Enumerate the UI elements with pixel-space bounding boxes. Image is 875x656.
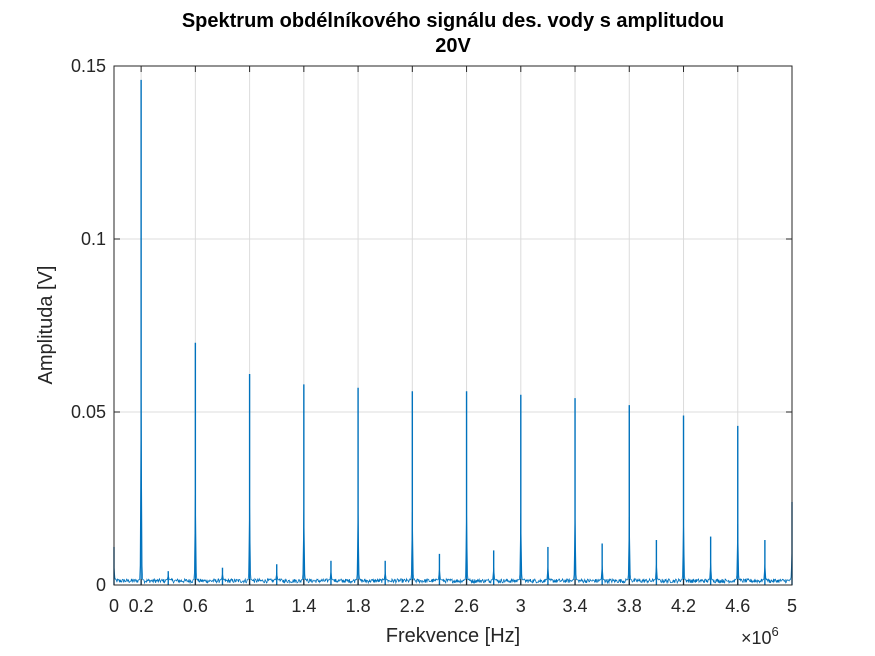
x-tick-label: 0 xyxy=(109,596,119,616)
x-tick-label: 0.6 xyxy=(183,596,208,616)
x-tick-label: 4.6 xyxy=(725,596,750,616)
x-tick-label: 3 xyxy=(516,596,526,616)
x-tick-label: 1.4 xyxy=(291,596,316,616)
x-tick-label: 3.8 xyxy=(617,596,642,616)
y-axis-label: Amplituda [V] xyxy=(35,266,57,385)
x-tick-label: 3.4 xyxy=(563,596,588,616)
y-tick-label: 0 xyxy=(96,575,106,595)
plot-frame xyxy=(113,65,793,586)
x-axis-exponent-power: 6 xyxy=(772,624,779,639)
chart-title-line1: Spektrum obdélníkového signálu des. vody… xyxy=(182,10,724,32)
x-tick-label: 0.2 xyxy=(129,596,154,616)
x-tick-label: 5 xyxy=(787,596,797,616)
x-axis-label: Frekvence [Hz] xyxy=(386,625,520,647)
x-tick-label: 2.6 xyxy=(454,596,479,616)
x-tick-label: 1.8 xyxy=(346,596,371,616)
x-axis-exponent: ×106 xyxy=(741,624,779,648)
spectrum-trace xyxy=(113,402,793,585)
x-tick-label: 4.2 xyxy=(671,596,696,616)
y-tick-label: 0.1 xyxy=(81,229,106,249)
x-tick-label: 1 xyxy=(245,596,255,616)
x-tick-label: 2.2 xyxy=(400,596,425,616)
chart-title-line2: 20V xyxy=(435,35,471,57)
y-tick-label: 0.05 xyxy=(71,402,106,422)
y-tick-label: 0.15 xyxy=(71,56,106,76)
